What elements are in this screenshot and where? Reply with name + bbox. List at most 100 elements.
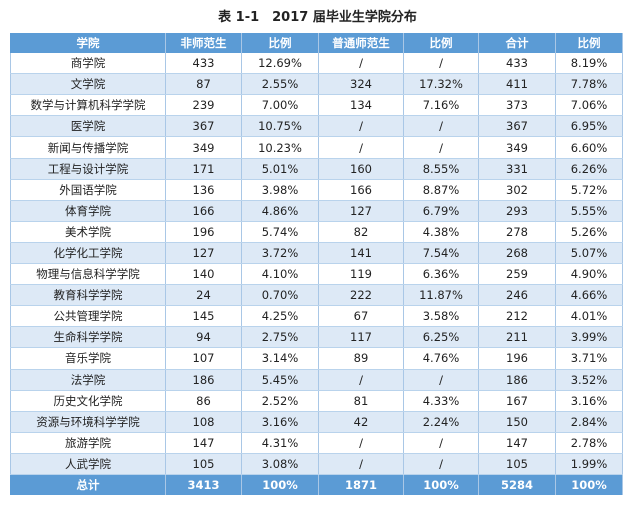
- value-cell: 140: [165, 263, 242, 286]
- total-cell: 1871: [318, 474, 404, 496]
- college-name-cell: 商学院: [10, 53, 166, 75]
- value-cell: 349: [478, 136, 556, 159]
- total-cell: 100%: [403, 474, 479, 496]
- value-cell: 6.60%: [555, 136, 623, 159]
- total-cell: 5284: [478, 474, 556, 496]
- value-cell: /: [403, 369, 479, 391]
- table-row: 文学院 87 2.55% 324 17.32% 411 7.78%: [10, 73, 623, 96]
- value-cell: 5.74%: [241, 221, 319, 243]
- college-name-cell: 历史文化学院: [10, 390, 166, 412]
- value-cell: 166: [165, 200, 242, 222]
- table-row: 商学院 433 12.69% //433 8.19%: [10, 53, 623, 75]
- value-cell: 10.75%: [241, 115, 319, 138]
- value-cell: /: [318, 432, 404, 454]
- column-header: 比例: [403, 33, 479, 54]
- value-cell: 141: [318, 242, 404, 265]
- value-cell: 17.32%: [403, 73, 479, 96]
- value-cell: 2.24%: [403, 411, 479, 433]
- value-cell: /: [403, 115, 479, 138]
- value-cell: 171: [165, 158, 242, 180]
- value-cell: 5.72%: [555, 179, 623, 201]
- value-cell: 5.55%: [555, 200, 623, 222]
- value-cell: 4.66%: [555, 284, 623, 307]
- value-cell: 411: [478, 73, 556, 96]
- value-cell: 108: [165, 411, 242, 433]
- college-name-cell: 人武学院: [10, 453, 166, 475]
- total-cell: 100%: [555, 474, 623, 496]
- college-name-cell: 公共管理学院: [10, 305, 166, 328]
- value-cell: /: [403, 453, 479, 475]
- college-name-cell: 化学化工学院: [10, 242, 166, 265]
- college-name-cell: 生命科学学院: [10, 326, 166, 349]
- total-cell: 3413: [165, 474, 242, 496]
- value-cell: 278: [478, 221, 556, 243]
- value-cell: 349: [165, 136, 242, 159]
- table-row: 美术学院 196 5.74% 82 4.38% 278 5.26%: [10, 221, 623, 243]
- value-cell: 94: [165, 326, 242, 349]
- value-cell: 7.54%: [403, 242, 479, 265]
- value-cell: 119: [318, 263, 404, 286]
- value-cell: 4.38%: [403, 221, 479, 243]
- value-cell: 0.70%: [241, 284, 319, 307]
- value-cell: 3.58%: [403, 305, 479, 328]
- value-cell: /: [318, 115, 404, 138]
- college-name-cell: 音乐学院: [10, 347, 166, 370]
- total-row: 总计 3413 100% 1871 100% 5284 100%: [10, 474, 623, 496]
- value-cell: /: [318, 53, 404, 75]
- value-cell: 4.31%: [241, 432, 319, 454]
- value-cell: 324: [318, 73, 404, 96]
- value-cell: 8.55%: [403, 158, 479, 180]
- value-cell: 3.99%: [555, 326, 623, 349]
- value-cell: 1.99%: [555, 453, 623, 475]
- value-cell: 81: [318, 390, 404, 412]
- value-cell: 4.33%: [403, 390, 479, 412]
- value-cell: 6.95%: [555, 115, 623, 138]
- table-row: 人武学院 105 3.08% //105 1.99%: [10, 453, 623, 475]
- value-cell: 2.55%: [241, 73, 319, 96]
- value-cell: 6.36%: [403, 263, 479, 286]
- value-cell: /: [403, 53, 479, 75]
- value-cell: 196: [165, 221, 242, 243]
- table-row: 数学与计算机科学学院 239 7.00% 134 7.16% 373 7.06%: [10, 94, 623, 117]
- value-cell: 3.71%: [555, 347, 623, 370]
- value-cell: 117: [318, 326, 404, 349]
- value-cell: 222: [318, 284, 404, 307]
- college-name-cell: 工程与设计学院: [10, 158, 166, 180]
- college-name-cell: 文学院: [10, 73, 166, 96]
- value-cell: 4.86%: [241, 200, 319, 222]
- college-name-cell: 资源与环境科学学院: [10, 411, 166, 433]
- value-cell: 433: [165, 53, 242, 75]
- value-cell: 268: [478, 242, 556, 265]
- value-cell: 150: [478, 411, 556, 433]
- value-cell: 3.52%: [555, 369, 623, 391]
- value-cell: 12.69%: [241, 53, 319, 75]
- value-cell: 186: [478, 369, 556, 391]
- table-row: 历史文化学院 86 2.52% 81 4.33% 167 3.16%: [10, 390, 623, 412]
- value-cell: 127: [318, 200, 404, 222]
- value-cell: 42: [318, 411, 404, 433]
- college-name-cell: 教育科学学院: [10, 284, 166, 307]
- header-row: 学院 非师范生 比例 普通师范生 比例 合计 比例: [10, 33, 623, 54]
- value-cell: /: [403, 432, 479, 454]
- value-cell: 2.78%: [555, 432, 623, 454]
- column-header: 比例: [241, 33, 319, 54]
- table-row: 旅游学院 147 4.31% //147 2.78%: [10, 432, 623, 454]
- value-cell: 3.16%: [241, 411, 319, 433]
- value-cell: 4.90%: [555, 263, 623, 286]
- value-cell: 8.19%: [555, 53, 623, 75]
- value-cell: 2.75%: [241, 326, 319, 349]
- value-cell: 7.78%: [555, 73, 623, 96]
- table-row: 法学院 186 5.45% //186 3.52%: [10, 369, 623, 391]
- value-cell: 196: [478, 347, 556, 370]
- value-cell: 147: [478, 432, 556, 454]
- value-cell: 367: [165, 115, 242, 138]
- table-row: 教育科学学院 24 0.70% 222 11.87% 246 4.66%: [10, 284, 623, 307]
- value-cell: 3.98%: [241, 179, 319, 201]
- table-row: 生命科学学院 94 2.75% 117 6.25% 211 3.99%: [10, 326, 623, 349]
- value-cell: 105: [165, 453, 242, 475]
- value-cell: 7.16%: [403, 94, 479, 117]
- value-cell: 293: [478, 200, 556, 222]
- value-cell: 24: [165, 284, 242, 307]
- value-cell: 6.79%: [403, 200, 479, 222]
- value-cell: 246: [478, 284, 556, 307]
